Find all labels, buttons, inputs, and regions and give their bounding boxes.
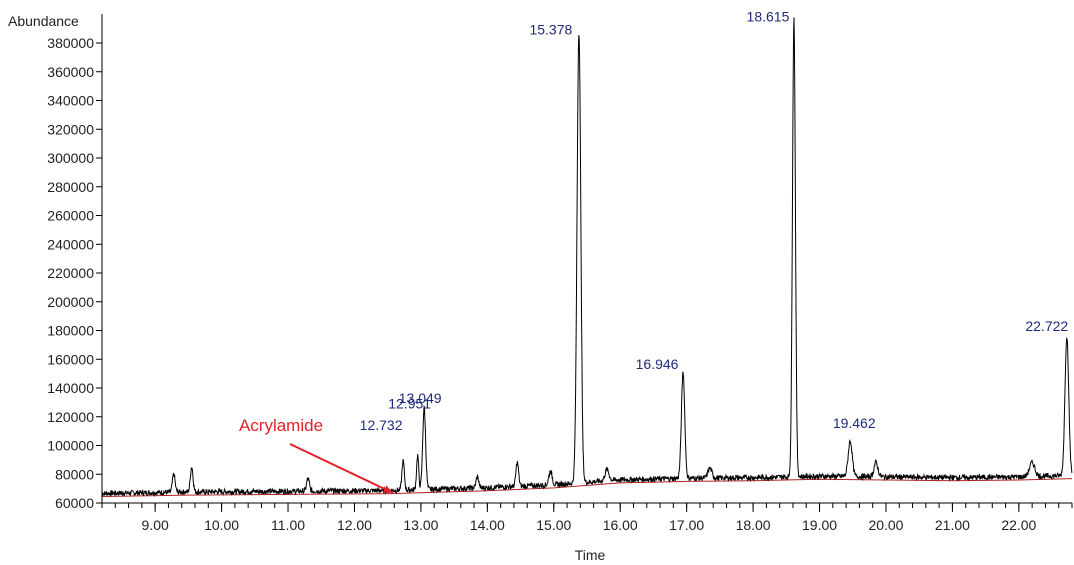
y-tick-label: 320000 <box>47 121 94 137</box>
peak-label: 22.722 <box>1025 318 1068 334</box>
peak-label: 16.946 <box>636 356 679 372</box>
x-tick-label: 9.00 <box>142 517 169 533</box>
peak-label: 18.615 <box>747 8 790 24</box>
annotation-arrow <box>289 443 394 494</box>
x-axis-title: Time <box>575 547 606 563</box>
peak-label: 13.049 <box>399 390 442 406</box>
x-tick-label: 17.00 <box>669 517 704 533</box>
x-tick-label: 13.00 <box>403 517 438 533</box>
x-tick-label: 19.00 <box>802 517 837 533</box>
y-tick-label: 100000 <box>47 438 94 454</box>
y-tick-label: 260000 <box>47 208 94 224</box>
y-tick-label: 300000 <box>47 150 94 166</box>
x-tick-label: 22.00 <box>1001 517 1036 533</box>
y-tick-label: 380000 <box>47 35 94 51</box>
x-tick-label: 12.00 <box>337 517 372 533</box>
x-tick-label: 21.00 <box>935 517 970 533</box>
x-tick-label: 15.00 <box>536 517 571 533</box>
y-tick-label: 140000 <box>47 380 94 396</box>
y-tick-label: 200000 <box>47 294 94 310</box>
baseline-line <box>101 478 1073 497</box>
trace-line <box>101 17 1073 498</box>
y-tick-label: 360000 <box>47 64 94 80</box>
peak-label: 12.951 <box>388 395 431 411</box>
annotation-text: Acrylamide <box>239 416 323 435</box>
peak-label: 19.462 <box>833 415 876 431</box>
peak-label: 15.378 <box>529 21 572 37</box>
acrylamide-annotation: Acrylamide <box>239 416 394 494</box>
x-tick-label: 16.00 <box>603 517 638 533</box>
x-tick-label: 14.00 <box>470 517 505 533</box>
y-tick-label: 60000 <box>55 495 94 511</box>
y-tick-label: 180000 <box>47 323 94 339</box>
chromatogram-trace <box>101 17 1073 498</box>
x-tick-label: 10.00 <box>204 517 239 533</box>
ticks: 60000 80000 100000 120000 140000 160000 180000… <box>47 35 1073 533</box>
y-tick-label: 340000 <box>47 93 94 109</box>
x-tick-label: 20.00 <box>868 517 903 533</box>
y-tick-label: 160000 <box>47 351 94 367</box>
y-tick-label: 280000 <box>47 179 94 195</box>
y-tick-label: 220000 <box>47 265 94 281</box>
integration-baseline <box>101 478 1073 497</box>
y-tick-label: 240000 <box>47 236 94 252</box>
y-axis-title: Abundance <box>8 13 79 29</box>
y-tick-label: 80000 <box>55 466 94 482</box>
x-tick-label: 11.00 <box>271 517 305 533</box>
y-tick-label: 120000 <box>47 409 94 425</box>
peak-label: 12.732 <box>360 417 403 433</box>
axes <box>101 14 1072 504</box>
annotation-arrowhead <box>383 485 393 493</box>
x-tick-label: 18.00 <box>736 517 771 533</box>
